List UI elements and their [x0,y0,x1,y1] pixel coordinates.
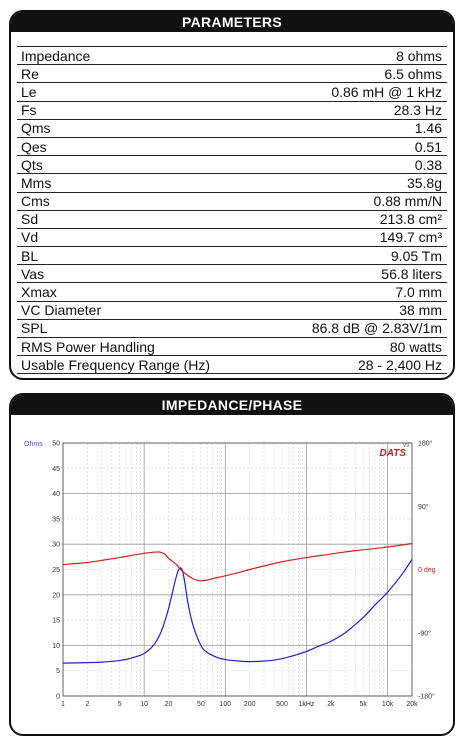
y-tick-label: 50 [52,441,60,448]
param-label: Sd [21,211,39,228]
y-tick-label: 40 [52,491,60,498]
x-tick-label: 200 [244,701,256,708]
param-value: 149.7 cm³ [379,229,442,246]
phase-series-line [62,542,413,582]
param-label: VC Diameter [21,302,102,319]
y-tick-label: 0 [56,694,60,701]
x-tick-label: 2k [327,701,335,708]
param-row: Re 6.5 ohms [17,65,447,84]
param-label: Xmax [21,284,57,301]
param-value: 38 mm [399,302,442,319]
param-row: Sd 213.8 cm² [17,211,447,229]
param-row: Mms 35.8g [17,174,447,193]
param-value: 0.38 [414,156,442,173]
param-value: 28.3 Hz [393,102,442,119]
y-axis-label: Ohms [24,441,43,448]
x-tick-label: 2 [85,701,89,708]
param-value: 9.05 Tm [390,247,442,264]
y-tick-label: 30 [52,542,60,549]
param-label: SPL [21,320,48,337]
parameters-table: Impedance 8 ohms Re 6.5 ohms Le 0.86 mH @ 1 k… [17,46,447,375]
phase-tick-label: -180° [418,693,435,701]
param-value: 8 ohms [396,47,442,64]
impedance-phase-title: IMPEDANCE/PHASE [11,395,453,415]
param-row: Vd 149.7 cm³ [17,229,447,248]
param-value: 7.0 mm [395,284,442,301]
param-row: Qms 1.46 [17,120,447,138]
param-value: 56.8 liters [381,265,442,282]
param-label: Re [21,65,39,82]
param-label: Qes [21,138,47,155]
param-value: 0.86 mH @ 1 kHz [331,83,442,100]
x-tick-label: 50 [197,701,205,708]
param-label: RMS Power Handling [21,338,155,355]
param-row: Cms 0.88 mm/N [17,193,447,211]
x-tick-label: 500 [276,701,288,708]
param-value: 213.8 cm² [379,211,442,228]
param-row: Xmax 7.0 mm [17,283,447,302]
impedance-series-line [62,559,413,664]
x-tick-label: 20k [406,701,418,708]
parameters-title: PARAMETERS [11,12,453,32]
param-row: Qts 0.38 [17,156,447,175]
param-row: Impedance 8 ohms [17,47,447,66]
dats-logo: DATS [380,448,407,459]
param-row: Fs 28.3 Hz [17,102,447,120]
param-value: 1.46 [414,120,442,137]
x-tick-label: 1 [61,701,65,708]
phase-tick-label: 0 deg [418,567,436,574]
phase-tick-label: 180° [418,440,433,448]
param-row: VC Diameter 38 mm [17,302,447,320]
param-label: Impedance [21,47,91,64]
parameters-panel: PARAMETERS Impedance 8 ohms Re 6.5 ohms Le 0.… [9,10,455,380]
param-row: Le 0.86 mH @ 1 kHz [17,83,447,102]
x-tick-label: 100 [219,701,231,708]
x-tick-label: 1kHz [298,701,314,708]
impedance-phase-panel: IMPEDANCE/PHASE 0 5 10 15 20 25 30 35 40 45 50 Ohms… [9,393,455,736]
dats-version: V3 [403,443,409,449]
phase-tick-label: -90° [418,629,431,637]
y-tick-label: 45 [52,466,60,473]
y-tick-label: 20 [52,592,60,599]
x-tick-label: 10k [382,701,394,708]
param-value: 35.8g [406,174,442,191]
param-value: 28 - 2,400 Hz [357,356,442,373]
param-row: Usable Frequency Range (Hz) 28 - 2,400 Hz [17,356,447,375]
y-tick-label: 5 [56,668,60,675]
param-row: RMS Power Handling 80 watts [17,338,447,357]
phase-tick-label: 90° [418,503,429,511]
param-label: Le [21,83,37,100]
x-tick-label: 10 [140,701,148,708]
param-value: 0.51 [414,138,442,155]
param-label: BL [21,247,39,264]
param-label: Cms [21,193,50,210]
param-value: 86.8 dB @ 2.83V/1m [311,320,442,337]
x-tick-label: 5 [118,701,122,708]
param-value: 0.88 mm/N [373,193,442,210]
param-label: Qts [21,156,43,173]
y-tick-label: 25 [52,567,60,574]
param-label: Vas [21,265,45,282]
y-tick-label: 35 [52,516,60,523]
param-label: Fs [21,102,37,119]
param-label: Qms [21,120,51,137]
param-label: Usable Frequency Range (Hz) [21,356,211,373]
param-row: Vas 56.8 liters [17,265,447,284]
param-value: 6.5 ohms [384,65,442,82]
plot-frame [62,442,413,697]
param-label: Vd [21,229,39,246]
x-tick-label: 5k [359,701,367,708]
y-tick-label: 15 [52,618,60,625]
y-tick-label: 10 [52,643,60,650]
param-row: BL 9.05 Tm [17,247,447,266]
param-value: 80 watts [389,338,442,355]
param-label: Mms [21,174,52,191]
param-row: SPL 86.8 dB @ 2.83V/1m [17,320,447,338]
x-tick-label: 20 [165,701,173,708]
param-row: Qes 0.51 [17,138,447,157]
